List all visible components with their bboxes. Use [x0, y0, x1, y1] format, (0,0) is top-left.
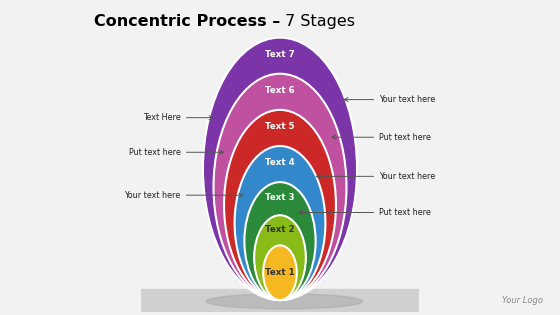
Ellipse shape	[234, 146, 326, 301]
Text: Text 2: Text 2	[265, 225, 295, 233]
Ellipse shape	[246, 184, 314, 298]
Text: Concentric Process –: Concentric Process –	[94, 14, 280, 29]
Text: Text 5: Text 5	[265, 122, 295, 131]
Text: Your Logo: Your Logo	[502, 296, 543, 305]
Ellipse shape	[265, 247, 295, 298]
Text: Put text here: Put text here	[379, 208, 431, 217]
Text: Your text here: Your text here	[379, 172, 436, 181]
Ellipse shape	[206, 294, 363, 309]
Ellipse shape	[223, 110, 337, 301]
Text: Text 3: Text 3	[265, 193, 295, 202]
Text: Text 7: Text 7	[265, 50, 295, 59]
Text: Text 1: Text 1	[265, 268, 295, 277]
Ellipse shape	[244, 182, 316, 301]
Text: 7 Stages: 7 Stages	[280, 14, 355, 29]
Ellipse shape	[215, 76, 345, 298]
Text: Text 4: Text 4	[265, 158, 295, 167]
Ellipse shape	[236, 148, 324, 298]
Ellipse shape	[205, 39, 355, 298]
Ellipse shape	[213, 73, 347, 301]
Text: Put text here: Put text here	[379, 133, 431, 142]
Ellipse shape	[203, 37, 357, 301]
Text: Text 6: Text 6	[265, 86, 295, 95]
Text: Put text here: Put text here	[129, 148, 181, 157]
Bar	[141, 289, 419, 312]
Ellipse shape	[254, 215, 306, 301]
Ellipse shape	[263, 245, 297, 301]
Ellipse shape	[226, 112, 334, 298]
Ellipse shape	[256, 217, 304, 298]
Text: Text Here: Text Here	[143, 113, 181, 122]
Text: Your text here: Your text here	[124, 191, 181, 200]
Text: Your text here: Your text here	[379, 95, 436, 104]
